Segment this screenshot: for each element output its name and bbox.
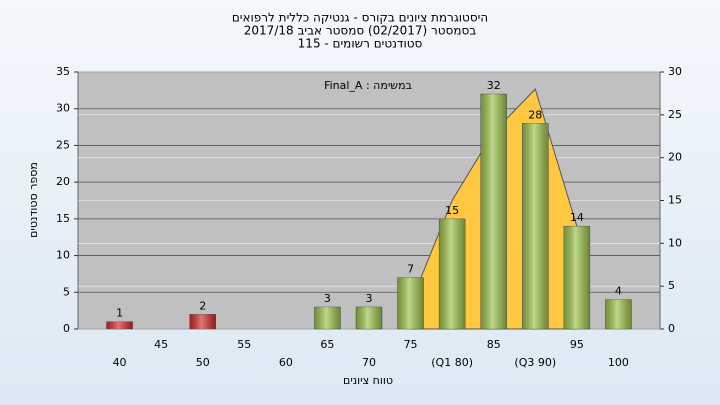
bar-shade <box>480 94 507 330</box>
bar-shade <box>563 226 590 329</box>
y2-tick-label: 10 <box>668 236 682 249</box>
x-tick-label: 85 <box>487 338 501 351</box>
bar-shade <box>522 123 549 330</box>
x-tick-label: (Q3 90) <box>514 356 556 369</box>
y-tick-label: 30 <box>56 102 70 115</box>
y-tick-label: 35 <box>56 65 70 78</box>
y-axis-label: מספר סטודנטים <box>27 162 40 238</box>
y2-tick-label: 20 <box>668 151 682 164</box>
y2-tick-label: 5 <box>668 279 675 292</box>
data-label: 3 <box>324 292 331 305</box>
data-label: 14 <box>570 211 584 224</box>
x-tick-label: 50 <box>196 356 210 369</box>
data-label: 4 <box>615 285 622 298</box>
title-line: סטודנטים רשומים - 115 <box>298 37 423 51</box>
y-tick-label: 25 <box>56 138 70 151</box>
x-tick-label: 45 <box>154 338 168 351</box>
x-tick-label: 60 <box>279 356 293 369</box>
x-tick-label: 95 <box>570 338 584 351</box>
data-label: 28 <box>528 108 542 121</box>
x-axis-label: טווח ציונים <box>343 374 393 387</box>
x-tick-label: 70 <box>362 356 376 369</box>
data-label: 7 <box>407 263 414 276</box>
y-tick-label: 15 <box>56 212 70 225</box>
bar-shade <box>189 314 216 329</box>
bar-shade <box>439 218 466 329</box>
title-line: בסמסטר (02/2017) סמסטר אביב 2017/18 <box>244 24 476 38</box>
bar-shade <box>397 277 424 329</box>
x-tick-label: 100 <box>608 356 629 369</box>
data-label: 32 <box>487 79 501 92</box>
bar-shade <box>605 299 632 329</box>
data-label: 3 <box>366 292 373 305</box>
data-label: 15 <box>445 204 459 217</box>
y-tick-label: 5 <box>63 285 70 298</box>
y2-tick-label: 15 <box>668 194 682 207</box>
annotation: Final_A : במשימה <box>324 79 412 92</box>
x-tick-label: 55 <box>237 338 251 351</box>
bar-shade <box>356 306 382 329</box>
bar-shade <box>106 321 133 329</box>
y2-tick-label: 30 <box>668 65 682 78</box>
data-label: 1 <box>116 307 123 320</box>
title-line: היסטוגרמת ציונים בקורס - גנטיקה כללית לר… <box>232 11 488 25</box>
data-label: 2 <box>199 299 206 312</box>
x-tick-label: 40 <box>113 356 127 369</box>
bar-shade <box>314 306 341 329</box>
y2-tick-label: 0 <box>668 322 675 335</box>
y-tick-label: 0 <box>63 322 70 335</box>
y-tick-label: 20 <box>56 175 70 188</box>
x-tick-label: 75 <box>404 338 418 351</box>
x-tick-label: (Q1 80) <box>431 356 473 369</box>
y2-tick-label: 25 <box>668 108 682 121</box>
x-tick-label: 65 <box>320 338 334 351</box>
y-tick-label: 10 <box>56 249 70 262</box>
